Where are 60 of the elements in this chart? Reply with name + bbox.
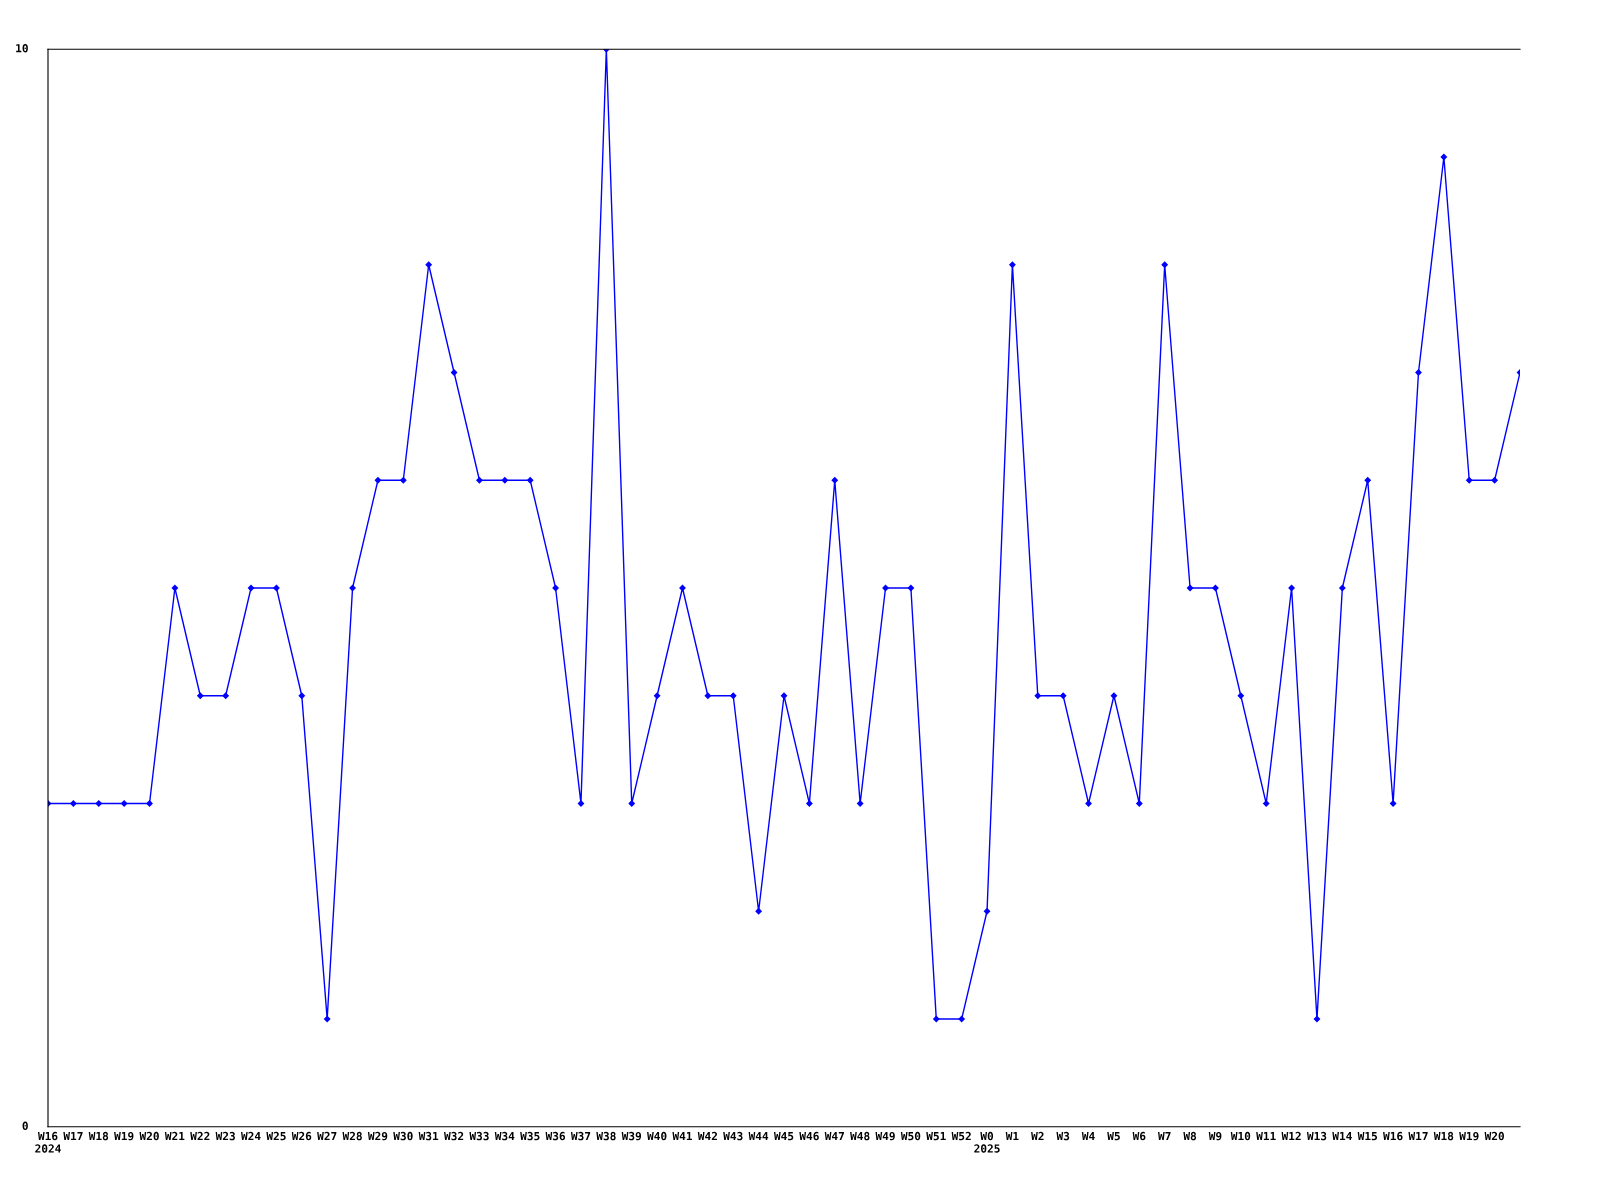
x-tick-label: W28 [342, 1131, 362, 1141]
x-tick-label: W26 [291, 1131, 312, 1141]
x-tick-label: W16 2024 [35, 1131, 61, 1153]
x-tick-label: W8 [1183, 1131, 1197, 1141]
x-tick-label: W50 [900, 1131, 921, 1141]
x-tick-label: W20 [1484, 1131, 1504, 1141]
x-tick-label: W15 [1357, 1132, 1377, 1141]
x-tick-label: W38 [596, 1131, 616, 1141]
x-tick-label: W0 2025 [974, 1131, 1000, 1153]
x-tick-label: W52 [951, 1131, 971, 1141]
x-tick-label: W37 [570, 1131, 591, 1141]
x-tick-label: W31 [418, 1131, 439, 1141]
x-tick-label: W29 [367, 1131, 388, 1141]
x-tick-label: W43 [723, 1131, 743, 1141]
x-tick-label: W17 [1408, 1132, 1428, 1141]
x-tick-label: W44 [748, 1132, 769, 1141]
x-tick-label: W24 [241, 1131, 261, 1141]
x-tick-label: W35 [520, 1131, 540, 1141]
x-tick-label: W36 [545, 1131, 566, 1141]
x-tick-label: W1 [1005, 1132, 1019, 1141]
x-tick-label: W30 [393, 1131, 413, 1141]
x-tick-label: W51 [926, 1132, 946, 1141]
x-tick-label: W21 [164, 1131, 185, 1141]
x-tick-label: W32 [444, 1131, 464, 1141]
x-tick-label: W13 [1306, 1131, 1327, 1141]
x-tick-label: W5 [1107, 1132, 1120, 1141]
x-tick-label: W3 [1056, 1131, 1070, 1141]
x-tick-label: W49 [875, 1131, 895, 1141]
x-tick-label: W14 [1332, 1132, 1352, 1141]
x-tick-label: W12 [1281, 1131, 1301, 1141]
y-tick-label: 10 [16, 44, 28, 53]
x-tick-label: W6 [1132, 1131, 1146, 1141]
x-tick-label: W11 [1256, 1132, 1276, 1141]
x-tick-label: W19 [114, 1131, 134, 1141]
x-tick-label: W18 [88, 1131, 109, 1141]
x-tick-label: W7 [1158, 1132, 1171, 1141]
x-tick-label: W33 [469, 1131, 489, 1141]
x-tick-label: W20 [139, 1131, 159, 1141]
x-tick-label: W41 [672, 1132, 692, 1141]
x-tick-label: W27 [317, 1131, 337, 1141]
x-tick-label: W47 [824, 1132, 844, 1141]
x-tick-label: W42 [697, 1131, 717, 1141]
x-tick-label: W34 [494, 1131, 515, 1141]
x-tick-label: W18 [1433, 1131, 1454, 1141]
x-tick-label: W2 [1031, 1131, 1044, 1141]
x-tick-label: W45 [773, 1132, 794, 1141]
x-tick-label: W19 [1459, 1131, 1479, 1141]
x-tick-label: W39 [621, 1131, 642, 1141]
x-tick-label: W25 [266, 1131, 286, 1141]
x-tick-label: W17 [63, 1132, 83, 1141]
x-tick-label: W48 [850, 1131, 870, 1141]
x-tick-label: W40 [647, 1131, 667, 1141]
x-tick-label: W16 [1383, 1131, 1403, 1141]
x-tick-label: W4 [1081, 1132, 1095, 1141]
x-tick-label: W10 [1230, 1131, 1251, 1141]
x-tick-label: W9 [1208, 1131, 1222, 1141]
x-tick-label: W23 [215, 1131, 235, 1141]
x-tick-label: W46 [799, 1131, 819, 1141]
x-tick-label: W22 [190, 1131, 210, 1141]
y-tick-label: 0 [22, 1121, 28, 1131]
